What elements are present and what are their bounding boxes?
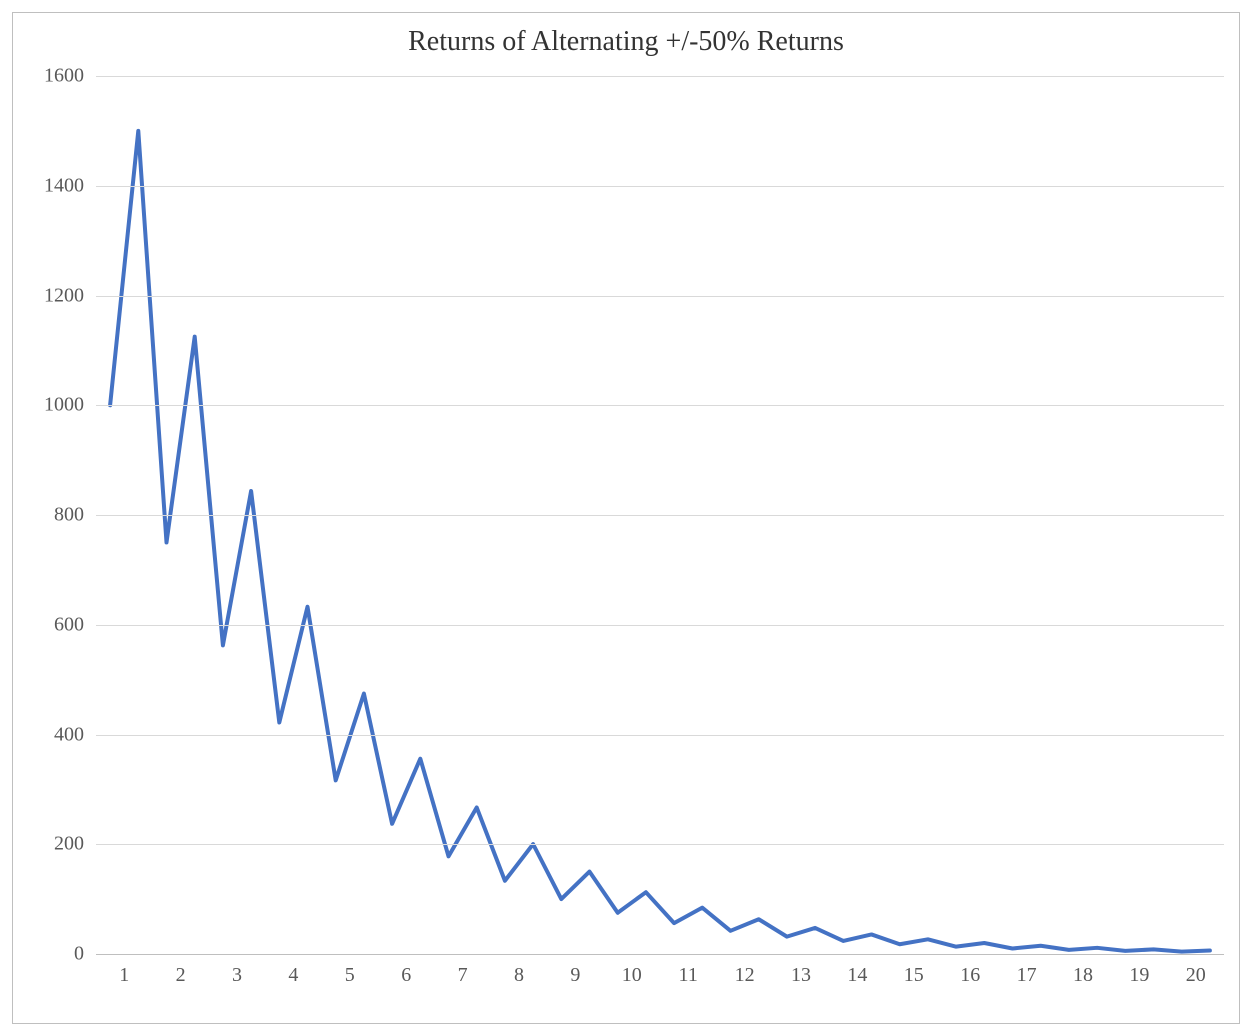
x-tick-label: 5 — [345, 964, 355, 987]
x-tick-label: 15 — [904, 964, 924, 987]
gridline — [96, 625, 1224, 626]
x-tick-label: 6 — [401, 964, 411, 987]
y-tick-label: 200 — [24, 833, 84, 856]
gridline — [96, 405, 1224, 406]
x-tick-label: 9 — [570, 964, 580, 987]
y-tick-label: 1400 — [24, 174, 84, 197]
y-tick-label: 1200 — [24, 284, 84, 307]
x-tick-label: 19 — [1129, 964, 1149, 987]
y-tick-label: 600 — [24, 613, 84, 636]
gridline — [96, 296, 1224, 297]
x-tick-label: 8 — [514, 964, 524, 987]
x-tick-label: 16 — [960, 964, 980, 987]
gridline — [96, 954, 1224, 955]
x-tick-label: 14 — [847, 964, 867, 987]
chart-title: Returns of Alternating +/-50% Returns — [12, 26, 1240, 58]
y-tick-label: 400 — [24, 723, 84, 746]
gridline — [96, 735, 1224, 736]
x-tick-label: 10 — [622, 964, 642, 987]
x-tick-label: 18 — [1073, 964, 1093, 987]
y-tick-label: 0 — [24, 943, 84, 966]
gridline — [96, 515, 1224, 516]
gridline — [96, 186, 1224, 187]
returns-line — [110, 131, 1210, 952]
x-tick-label: 11 — [679, 964, 698, 987]
x-tick-label: 17 — [1017, 964, 1037, 987]
x-tick-label: 20 — [1186, 964, 1206, 987]
y-tick-label: 1600 — [24, 65, 84, 88]
x-tick-label: 13 — [791, 964, 811, 987]
x-tick-label: 2 — [176, 964, 186, 987]
x-tick-label: 12 — [735, 964, 755, 987]
x-tick-label: 1 — [119, 964, 129, 987]
x-tick-label: 7 — [458, 964, 468, 987]
x-tick-label: 4 — [288, 964, 298, 987]
gridline — [96, 844, 1224, 845]
x-tick-label: 3 — [232, 964, 242, 987]
y-tick-label: 800 — [24, 504, 84, 527]
y-tick-label: 1000 — [24, 394, 84, 417]
plot-area — [96, 76, 1224, 954]
gridline — [96, 76, 1224, 77]
